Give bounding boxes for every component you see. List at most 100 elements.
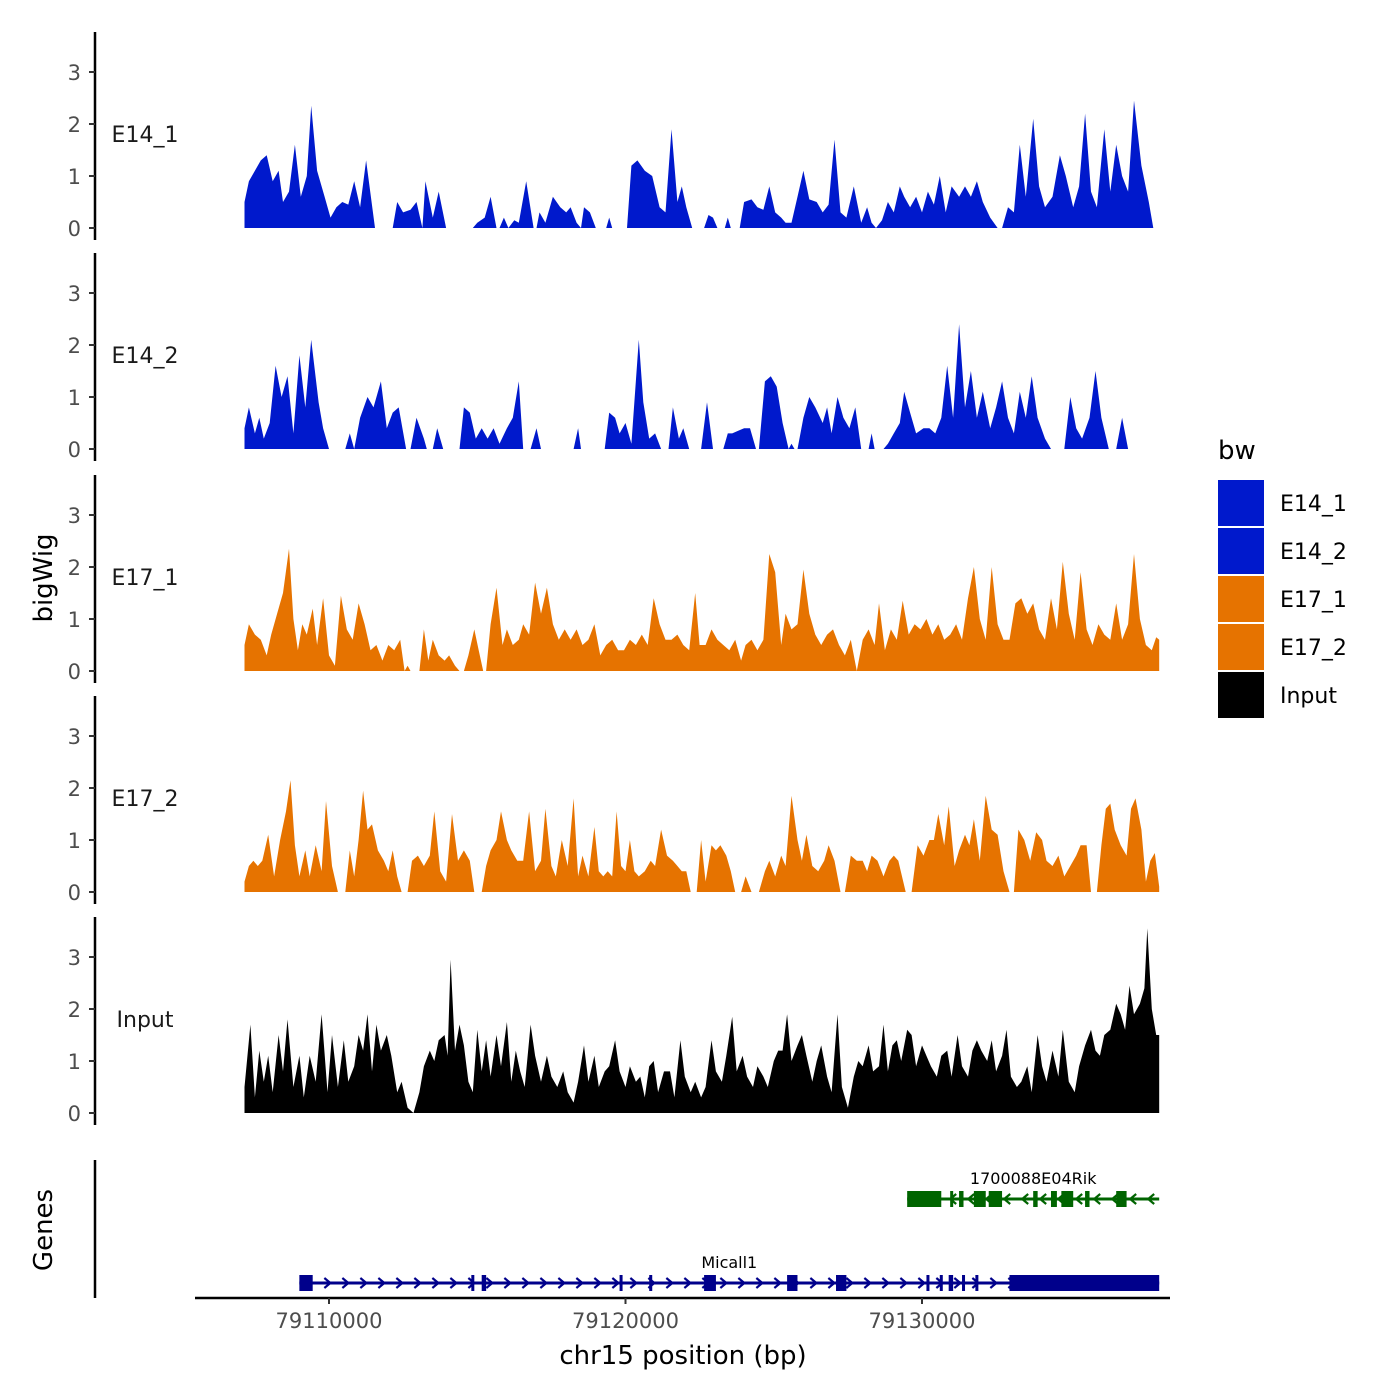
y-tick-label: 3 [68,946,81,970]
y-tick-label: 2 [68,334,81,358]
y-tick-label: 0 [68,1102,81,1126]
strand-arrow [467,1277,477,1289]
legend-key-E14_1 [1218,480,1264,526]
strand-arrow [809,1277,819,1289]
gene-exon [959,1191,964,1207]
strand-arrow [575,1277,585,1289]
y-tick-label: 1 [68,1050,81,1074]
strand-arrow [827,1277,837,1289]
gene-exon [1009,1275,1160,1291]
track-label: E14_2 [112,344,179,369]
y-tick-label: 0 [68,881,81,905]
strand-arrow [899,1277,909,1289]
strand-arrow [449,1277,459,1289]
strand-arrow [611,1277,621,1289]
y-tick-label: 2 [68,556,81,580]
legend-label: E14_2 [1280,540,1347,565]
x-axis-title: chr15 position (bp) [559,1341,806,1371]
gene-exon [299,1275,313,1291]
strand-arrow [341,1277,351,1289]
strand-arrow [359,1277,369,1289]
strand-arrow [665,1277,675,1289]
strand-arrow [683,1277,693,1289]
gene-exon [1085,1191,1090,1207]
gene-exon [1116,1191,1127,1207]
x-tick-label: 79130000 [869,1309,976,1333]
strand-arrow [1002,1193,1011,1205]
strand-arrow [323,1277,333,1289]
gene-exon [481,1275,487,1291]
gene-exon [962,1275,966,1291]
gene-exon [1061,1191,1074,1207]
strand-arrow [521,1277,531,1289]
strand-arrow [431,1277,441,1289]
y-tick-label: 0 [68,438,81,462]
legend: bw E14_1 E14_2 E17_1 E17_2 Input [1218,436,1347,718]
gene-exon [950,1191,954,1207]
strand-arrow [629,1277,639,1289]
track-E17_1: 0 1 2 3 E17_1 [68,475,1160,684]
track-label: E14_1 [112,123,179,148]
strand-arrow [755,1277,765,1289]
legend-label: E17_2 [1280,636,1347,661]
gene-exon [926,1275,930,1291]
strand-arrow [485,1277,495,1289]
strand-arrow [863,1277,873,1289]
strand-arrow [966,1193,975,1205]
y-tick-label: 1 [68,608,81,632]
strand-arrow [1110,1193,1119,1205]
x-tick-label: 79120000 [572,1309,679,1333]
y-tick-label: 2 [68,113,81,137]
gene-exon [787,1275,798,1291]
strand-arrow [845,1277,855,1289]
strand-arrow [395,1277,405,1289]
legend-key-E14_2 [1218,528,1264,574]
strand-arrow [593,1277,603,1289]
gene-label: Micall1 [701,1253,757,1272]
coverage-area-E14_2 [244,324,1129,449]
track-label: E17_1 [112,566,179,591]
x-axis: 79110000 79120000 79130000 [195,1296,1170,1333]
y-tick-label: 3 [68,504,81,528]
track-E14_2: 0 1 2 3 E14_2 [68,253,1129,462]
y-tick-label: 1 [68,829,81,853]
legend-key-E17_1 [1218,576,1264,622]
strand-arrow [773,1277,783,1289]
strand-arrow [1074,1193,1083,1205]
legend-label: Input [1280,684,1337,709]
coverage-area-E17_2 [244,780,1160,892]
strand-arrow [413,1277,423,1289]
track-panels: 0 1 2 3 E14_1 0 1 2 3 E14_2 0 1 2 3 E17_1 0 1 2 3 E17_2 0 1 2 3… [68,32,1160,1126]
y-tick-label: 0 [68,660,81,684]
strand-arrow [1020,1193,1029,1205]
strand-arrow [1092,1193,1101,1205]
y-tick-label: 3 [68,725,81,749]
gene-1700088E04Rik: 1700088E04Rik [907,1169,1160,1207]
strand-arrow [503,1277,513,1289]
gene-exon [649,1275,653,1291]
track-E17_2: 0 1 2 3 E17_2 [68,696,1160,905]
strand-arrow [989,1277,999,1289]
strand-arrow [737,1277,747,1289]
x-tick-label: 79110000 [276,1309,383,1333]
gene-exon [939,1275,943,1291]
gene-exon [975,1275,979,1291]
track-E14_1: 0 1 2 3 E14_1 [68,32,1154,241]
strand-arrow [1038,1193,1047,1205]
y-tick-label: 2 [68,998,81,1022]
genes-panel: 1700088E04Rik Micall1 [93,1160,1160,1298]
strand-arrow [953,1277,963,1289]
genes-axis-title: Genes [29,1189,59,1271]
gene-exon [704,1275,716,1291]
y-tick-label: 1 [68,165,81,189]
track-label: Input [117,1008,174,1033]
legend-key-E17_2 [1218,624,1264,670]
track-Input: 0 1 2 3 Input [68,917,1160,1126]
gene-exon [836,1275,847,1291]
y-tick-label: 1 [68,386,81,410]
y-tick-label: 3 [68,61,81,85]
coverage-area-E17_1 [244,548,1160,671]
coverage-area-Input [244,928,1160,1113]
gene-exon [1050,1191,1057,1207]
